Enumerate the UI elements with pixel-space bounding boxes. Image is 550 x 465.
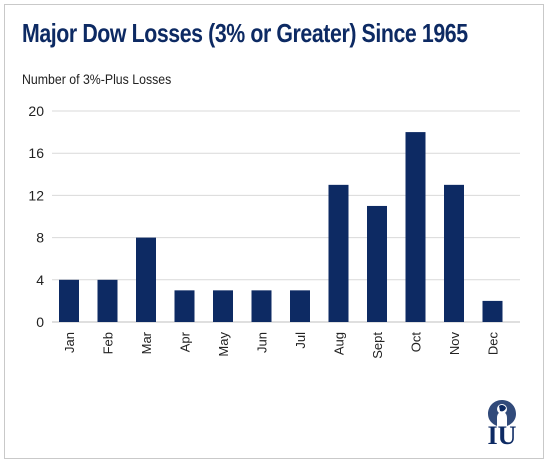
x-tick-label: Jan [62, 332, 77, 353]
bar-jul [290, 290, 310, 322]
bar-oct [405, 132, 426, 322]
chart-title: Major Dow Losses (3% or Greater) Since 1… [22, 18, 468, 48]
x-tick-label: Feb [101, 332, 116, 354]
x-tick-label: Aug [332, 332, 347, 355]
bar-apr [174, 290, 195, 322]
bar-aug [328, 184, 349, 322]
y-tick-label: 16 [28, 145, 44, 161]
y-tick-label: 12 [28, 187, 44, 203]
bar-mar [136, 237, 156, 322]
y-axis-label: Number of 3%-Plus Losses [22, 71, 172, 87]
x-tick-label: Mar [139, 331, 154, 354]
bar-nov [444, 184, 464, 322]
x-tick-label: Apr [178, 331, 193, 352]
x-tick-label: May [216, 332, 231, 357]
bar-sept [367, 205, 387, 322]
bar-feb [97, 279, 118, 322]
bar-jun [251, 290, 272, 322]
y-tick-label: 20 [28, 103, 44, 119]
lion-crest-icon: IU [488, 400, 517, 448]
x-tick-label: Nov [447, 332, 462, 356]
x-tick-label: Dec [486, 332, 501, 356]
logo-text: IU [488, 421, 517, 448]
bar-dec [482, 300, 503, 322]
x-tick-label: Jul [293, 332, 308, 349]
bar-may [213, 290, 233, 322]
y-tick-label: 8 [36, 230, 44, 246]
x-tick-label: Jun [255, 332, 270, 353]
bar-jan [59, 279, 79, 322]
y-tick-label: 0 [36, 314, 44, 330]
x-tick-label: Oct [409, 332, 424, 353]
y-tick-label: 4 [36, 272, 44, 288]
x-tick-label: Sept [370, 332, 385, 359]
